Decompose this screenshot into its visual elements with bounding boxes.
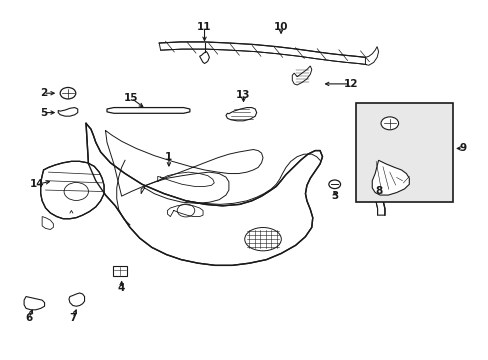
Polygon shape (199, 51, 209, 63)
Polygon shape (365, 46, 378, 65)
Polygon shape (69, 293, 84, 306)
Text: 2: 2 (40, 88, 47, 98)
Polygon shape (42, 217, 53, 229)
Circle shape (64, 183, 88, 201)
Polygon shape (159, 42, 366, 64)
Text: 8: 8 (374, 186, 382, 197)
Text: 7: 7 (69, 313, 77, 323)
Text: 9: 9 (458, 143, 466, 153)
Polygon shape (371, 160, 408, 195)
Text: 10: 10 (273, 22, 288, 32)
Circle shape (328, 180, 340, 189)
Polygon shape (107, 108, 189, 113)
Text: 4: 4 (118, 283, 125, 293)
Circle shape (380, 117, 398, 130)
Polygon shape (24, 297, 44, 310)
Text: 12: 12 (343, 79, 357, 89)
Circle shape (177, 204, 194, 217)
Ellipse shape (244, 228, 281, 251)
Text: 3: 3 (330, 191, 338, 201)
Text: 1: 1 (165, 152, 172, 162)
Polygon shape (58, 108, 78, 116)
Polygon shape (292, 66, 311, 85)
Text: 11: 11 (197, 22, 211, 32)
Text: 13: 13 (236, 90, 250, 100)
Text: 6: 6 (25, 313, 33, 323)
Circle shape (60, 87, 76, 99)
Text: 5: 5 (40, 108, 47, 118)
Bar (113, 266, 127, 276)
Polygon shape (225, 108, 256, 121)
Polygon shape (86, 123, 322, 265)
Text: 15: 15 (124, 93, 138, 103)
Polygon shape (360, 178, 384, 215)
Text: 14: 14 (30, 179, 44, 189)
Bar (355, 103, 452, 202)
Polygon shape (41, 161, 104, 219)
